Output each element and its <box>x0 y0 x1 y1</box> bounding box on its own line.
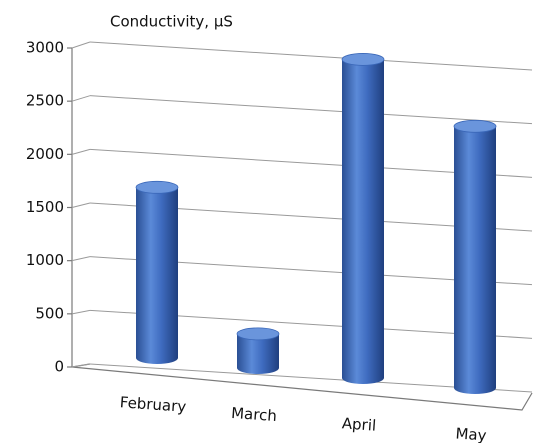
x-tick-label: February <box>119 393 187 416</box>
side-grid <box>71 363 91 368</box>
side-grid <box>71 202 91 208</box>
y-tick-label: 2500 <box>26 92 64 110</box>
y-tick-label: 0 <box>54 358 64 376</box>
bar <box>454 126 496 395</box>
bar-top <box>453 119 497 133</box>
x-tick-label: April <box>341 414 376 434</box>
grid-line <box>89 41 533 71</box>
bar <box>136 187 178 364</box>
grid-line <box>89 95 533 125</box>
bar <box>237 333 279 374</box>
x-tick-label: March <box>231 404 278 425</box>
y-tick-label: 1500 <box>26 198 64 216</box>
y-tick-label: 3000 <box>26 39 64 57</box>
bar-top <box>236 327 280 341</box>
side-grid <box>71 95 91 102</box>
chart-title: Conductivity, µS <box>110 13 233 31</box>
side-grid <box>71 256 91 262</box>
bar-top <box>341 53 385 66</box>
x-tick-label: May <box>455 424 487 443</box>
y-tick-label: 500 <box>35 304 64 322</box>
y-tick-label: 2000 <box>26 145 64 163</box>
side-grid <box>71 41 91 49</box>
bar <box>342 59 384 385</box>
y-tick-label: 1000 <box>26 251 64 269</box>
side-grid <box>71 309 91 315</box>
side-grid <box>71 148 91 155</box>
bar-top <box>135 180 179 194</box>
